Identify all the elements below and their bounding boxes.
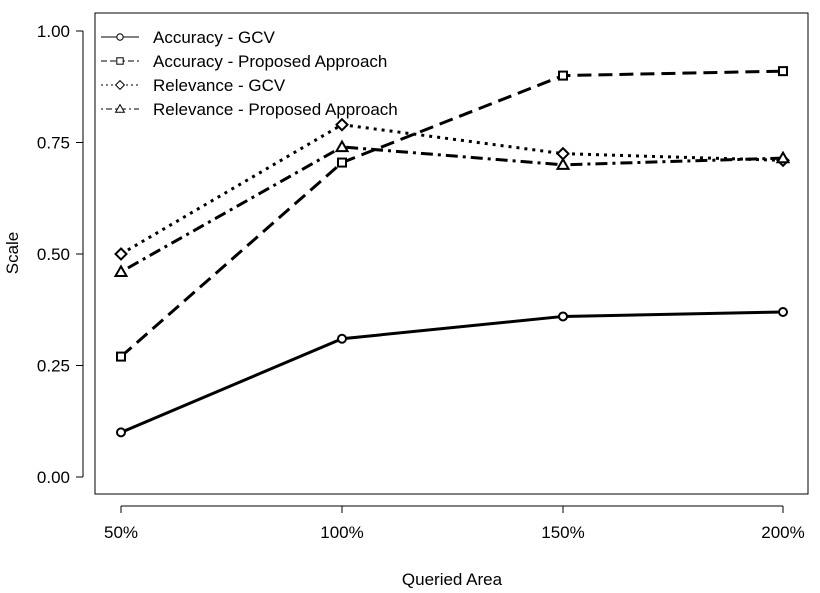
series-line [120,69,784,358]
series-4 [113,139,791,277]
y-tick-label: 0.50 [37,245,70,264]
data-point [113,264,129,277]
data-point [337,333,347,344]
plot-frame [94,12,809,495]
legend-marker [114,103,126,113]
y-axis: 0.00 0.25 0.50 0.75 1.00 [37,22,84,487]
x-tick-label: 50% [104,523,138,542]
y-tick-label: 0.00 [37,468,70,487]
legend-label: Accuracy - GCV [153,28,276,47]
legend-marker [114,79,126,91]
data-point [558,311,568,322]
legend-label: Relevance - GCV [153,76,286,95]
y-tick-label: 1.00 [37,22,70,41]
series-layer [113,66,791,438]
x-axis: 50% 100% 150% 200% [104,505,805,542]
legend-label: Relevance - Proposed Approach [153,100,398,119]
series-line [120,310,784,434]
y-tick-label: 0.25 [37,357,70,376]
x-axis-label: Queried Area [402,570,503,589]
legend-entry: Accuracy - GCV [101,28,276,47]
data-point [778,306,788,317]
data-point [555,157,571,170]
y-tick-label: 0.75 [37,134,70,153]
series-1 [116,306,788,438]
legend-label: Accuracy - Proposed Approach [153,52,387,71]
data-point [558,70,568,81]
series-line [120,123,784,256]
legend: Accuracy - GCV Accuracy - Proposed Approa… [101,28,398,119]
x-tick-label: 150% [541,523,584,542]
series-line [120,145,784,274]
legend-marker [116,57,124,65]
x-tick-label: 200% [761,523,804,542]
data-point [334,139,350,153]
legend-entry: Relevance - Proposed Approach [101,100,398,119]
data-point [337,157,347,168]
y-axis-label: Scale [3,232,22,275]
data-point [114,247,128,261]
data-point [335,117,349,132]
x-tick-label: 100% [320,523,363,542]
legend-marker [116,33,124,41]
series-3 [114,117,790,261]
data-point [116,427,126,438]
legend-entry: Relevance - GCV [101,76,286,95]
data-point [778,66,788,77]
series-2 [116,66,788,362]
data-point [775,150,791,164]
legend-entry: Accuracy - Proposed Approach [101,52,387,71]
data-point [116,351,126,362]
